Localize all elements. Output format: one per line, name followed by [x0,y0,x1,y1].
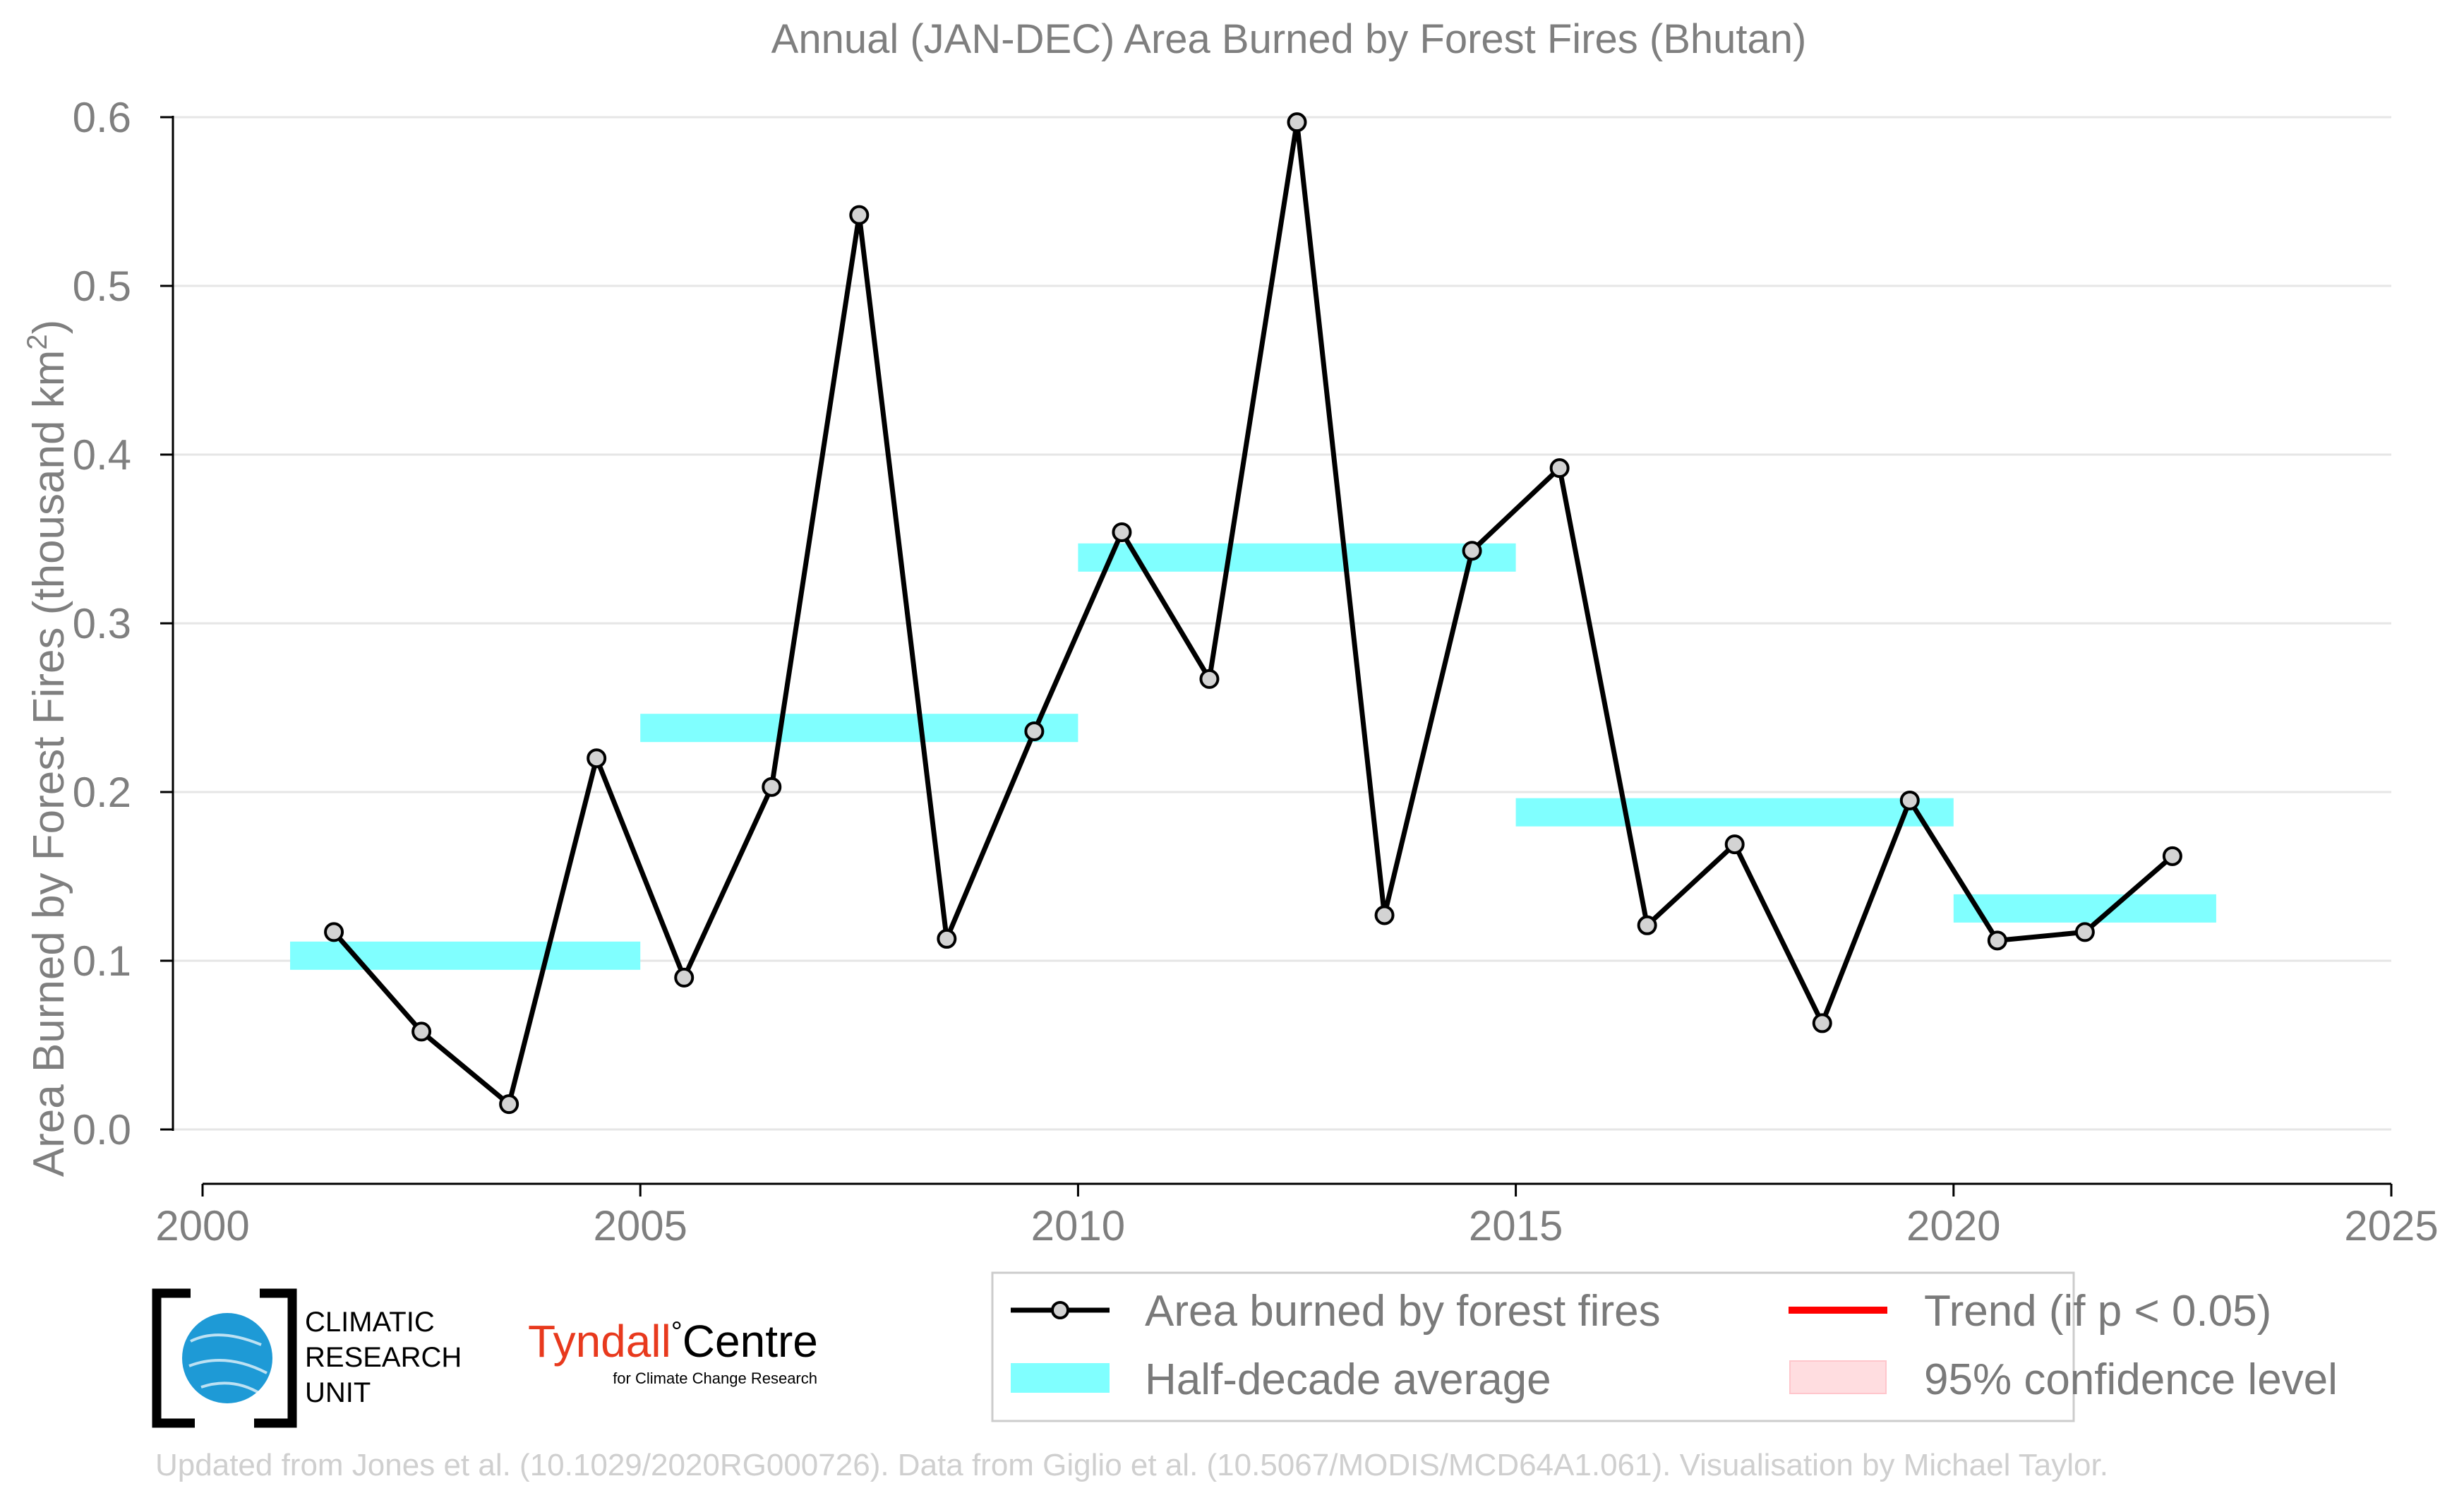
y-tick-label: 0.3 [73,600,131,647]
globe-icon [182,1313,272,1403]
y-tick-label: 0.1 [73,937,131,985]
y-axis-label-main: Area Burned by Forest Fires (thousand km [25,350,73,1177]
x-tick-label: 2010 [1031,1202,1125,1249]
legend-box [991,1271,2075,1422]
data-point [2074,922,2095,942]
data-point [1462,541,1482,561]
data-point [937,928,957,949]
legend-label-confidence: 95% confidence level [1924,1355,2338,1404]
cru-logo: CLIMATIC RESEARCH UNIT [152,1288,462,1428]
cru-logo-right-bracket [254,1288,297,1428]
data-point [674,967,695,988]
data-point [1112,522,1132,542]
x-tick-label: 2020 [1906,1202,2000,1249]
tyndall-logo-centre: Centre [683,1316,818,1367]
tyndall-logo-subtitle: for Climate Change Research [613,1369,817,1387]
legend-label-line: Area burned by forest fires [1145,1287,1661,1336]
data-point [1374,905,1395,925]
gridlines [173,116,2391,1131]
data-point [1899,790,1920,810]
cru-logo-left-bracket [152,1288,195,1428]
legend-label-band: Half-decade average [1145,1355,1551,1404]
x-tick-label: 2005 [593,1202,687,1249]
data-point [1549,458,1570,479]
legend-confidence-swatch [1789,1360,1887,1394]
y-tick-label: 0.4 [73,431,131,479]
data-point [411,1021,432,1042]
chart-title: Annual (JAN-DEC) Area Burned by Forest F… [771,16,1807,62]
y-axis: 0.0 0.1 0.2 0.3 0.4 0.5 0.6 [73,94,174,1153]
half-decade-average-band [640,714,1078,743]
data-point [1199,668,1220,689]
x-tick-label: 2000 [155,1202,249,1249]
x-tick-label: 2015 [1469,1202,1563,1249]
data-point [849,205,870,225]
cru-logo-line-3: UNIT [305,1377,371,1408]
x-tick-label: 2025 [2344,1202,2438,1249]
legend-marker-swatch [1051,1301,1069,1319]
data-point [499,1094,519,1115]
data-point [1024,721,1045,741]
half-decade-average-band [1515,798,1954,827]
half-decade-average-bands [290,543,2216,970]
data-point [587,748,607,769]
y-tick-label: 0.0 [73,1106,131,1153]
data-point [1812,1013,1832,1033]
legend-label-trend: Trend (if p < 0.05) [1924,1287,2271,1336]
y-axis-label-superscript: 2 [22,334,53,349]
tyndall-logo: Tyndall°Centre for Climate Change Resear… [528,1316,818,1387]
data-point [1724,834,1745,855]
legend: Area burned by forest fires Half-decade … [991,1271,2338,1422]
half-decade-average-band [1078,543,1516,572]
legend-band-swatch [1011,1363,1110,1393]
cru-logo-line-1: CLIMATIC [305,1307,435,1338]
y-axis-label: Area Burned by Forest Fires (thousand km… [22,320,73,1177]
data-point [2162,846,2182,866]
y-tick-label: 0.2 [73,769,131,816]
y-tick-label: 0.5 [73,263,131,310]
data-point [324,922,344,942]
data-point [1637,915,1657,935]
data-point [1287,112,1307,133]
data-point [1987,930,2007,951]
y-tick-label: 0.6 [73,94,131,141]
y-axis-label-close: ) [25,320,73,335]
globe-swirl-icon [188,1333,268,1396]
series-line [332,121,2175,1109]
tyndall-logo-degree: ° [671,1317,683,1348]
tyndall-logo-title: Tyndall°Centre [528,1316,818,1367]
tyndall-logo-main: Tyndall [528,1316,671,1367]
data-point [762,777,782,797]
cru-logo-line-2: RESEARCH [305,1342,462,1373]
footer-credit: Updated from Jones et al. (10.1029/2020R… [155,1448,2108,1482]
half-decade-average-band [290,941,641,970]
half-decade-average-band [1953,894,2216,923]
x-axis: 2000 2005 2010 2015 2020 2025 [155,1182,2439,1249]
area-burned-series [324,112,2182,1115]
